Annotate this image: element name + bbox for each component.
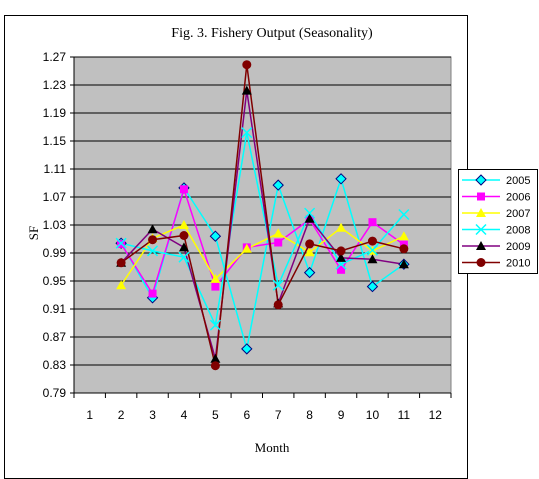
data-point-2008 <box>115 237 127 249</box>
y-tick-label: 0.79 <box>43 386 67 400</box>
legend-marker-2007 <box>476 208 486 217</box>
legend-marker-2009 <box>476 241 486 250</box>
data-point-2008 <box>272 279 284 291</box>
x-tick-label: 6 <box>243 408 250 422</box>
data-point-2007 <box>398 231 409 241</box>
y-tick-label: 1.03 <box>43 218 67 232</box>
y-tick-label: 0.91 <box>43 302 67 316</box>
x-tick-label: 12 <box>429 408 443 422</box>
legend-label-2006: 2006 <box>506 192 530 204</box>
y-tick-label: 1.15 <box>43 134 67 148</box>
legend-label-2005: 2005 <box>506 175 530 187</box>
data-point-2006 <box>337 265 346 274</box>
data-point-2009 <box>367 254 378 264</box>
y-tick-label: 1.19 <box>43 106 67 120</box>
legend-marker-2008 <box>475 223 487 236</box>
legend-marker-2005 <box>475 174 487 186</box>
legend-marker-2006 <box>477 192 485 201</box>
x-tick-label: 11 <box>398 408 411 422</box>
x-tick-label: 1 <box>86 408 93 422</box>
data-point-2008 <box>209 319 221 331</box>
data-point-2007 <box>210 273 221 283</box>
legend-label-2009: 2009 <box>506 241 530 253</box>
data-point-2005 <box>209 230 222 242</box>
legend-label-2010: 2010 <box>506 258 530 270</box>
data-point-2009 <box>398 259 409 269</box>
y-tick-labels: 0.79 0.83 0.87 0.91 0.95 0.99 1.03 1.07 1.11 1.15… <box>43 50 67 400</box>
data-point-2009 <box>304 213 315 223</box>
data-point-2009 <box>147 224 158 234</box>
x-tick-label: 4 <box>181 408 188 422</box>
data-point-2010 <box>116 258 126 268</box>
data-point-2005 <box>366 280 379 293</box>
series-line-2010 <box>120 64 405 366</box>
axes <box>70 56 452 398</box>
y-axis-label: SF <box>26 226 41 240</box>
data-point-2010 <box>148 235 158 245</box>
x-tick-label: 2 <box>118 408 125 422</box>
data-point-2005 <box>303 266 316 279</box>
x-tick-labels: 1 2 3 4 5 6 7 8 9 10 11 12 <box>86 408 442 422</box>
y-tick-label: 1.07 <box>43 190 67 204</box>
data-point-2007 <box>304 247 315 257</box>
legend-label-2007: 2007 <box>506 208 530 220</box>
x-tick-label: 3 <box>149 408 156 422</box>
x-tick-label: 8 <box>306 408 313 422</box>
series-lines <box>120 64 405 366</box>
x-tick-label: 10 <box>366 408 380 422</box>
data-point-2006 <box>179 185 188 194</box>
data-point-2009 <box>241 85 252 95</box>
data-point-2007 <box>178 220 189 229</box>
data-point-2008 <box>304 207 316 219</box>
data-point-2010 <box>367 236 377 246</box>
data-point-2007 <box>241 243 252 253</box>
chart-title: Fig. 3. Fishery Output (Seasonality) <box>171 26 373 41</box>
series-line-2007 <box>120 224 405 286</box>
x-tick-label: 7 <box>275 408 282 422</box>
y-tick-label: 0.87 <box>43 330 67 344</box>
x-tick-label: 9 <box>338 408 345 422</box>
data-point-2008 <box>398 208 410 221</box>
data-point-2007 <box>116 280 127 290</box>
data-point-2010 <box>210 361 220 371</box>
data-point-2008 <box>147 245 159 257</box>
data-point-2008 <box>366 244 378 256</box>
data-point-2010 <box>305 239 315 249</box>
data-point-2006 <box>148 289 157 298</box>
x-axis-label: Month <box>255 440 290 455</box>
data-point-2010 <box>399 244 409 254</box>
legend-box <box>458 169 538 274</box>
data-point-2010 <box>273 300 283 310</box>
legend-marker-2010 <box>476 258 486 267</box>
data-point-2010 <box>336 246 346 256</box>
y-tick-label: 1.27 <box>43 50 67 64</box>
data-point-2010 <box>179 231 189 240</box>
data-point-2005 <box>335 173 347 185</box>
data-point-2007 <box>273 228 284 238</box>
data-point-2008 <box>241 127 253 139</box>
data-point-2006 <box>368 218 377 227</box>
data-point-2009 <box>210 353 221 363</box>
data-point-2009 <box>336 252 347 262</box>
x-tick-label: 5 <box>212 408 219 422</box>
data-point-2009 <box>178 242 189 252</box>
y-tick-label: 1.11 <box>44 162 67 176</box>
data-point-2006 <box>274 238 283 247</box>
data-point-2006 <box>211 282 220 291</box>
y-tick-label: 0.95 <box>43 274 67 288</box>
legend: 2005 2006 2007 2008 2009 2010 <box>458 169 538 274</box>
gridlines <box>74 56 451 366</box>
series-line-2008 <box>120 132 405 328</box>
data-point-2005 <box>241 343 253 355</box>
data-point-2005 <box>272 179 284 191</box>
y-tick-label: 0.83 <box>43 358 67 372</box>
y-tick-label: 0.99 <box>43 246 67 260</box>
data-point-2007 <box>336 222 347 232</box>
y-tick-label: 1.23 <box>43 78 67 92</box>
data-point-2010 <box>242 60 252 70</box>
data-point-2008 <box>178 251 190 263</box>
legend-label-2008: 2008 <box>506 225 530 237</box>
series-markers <box>115 60 410 371</box>
